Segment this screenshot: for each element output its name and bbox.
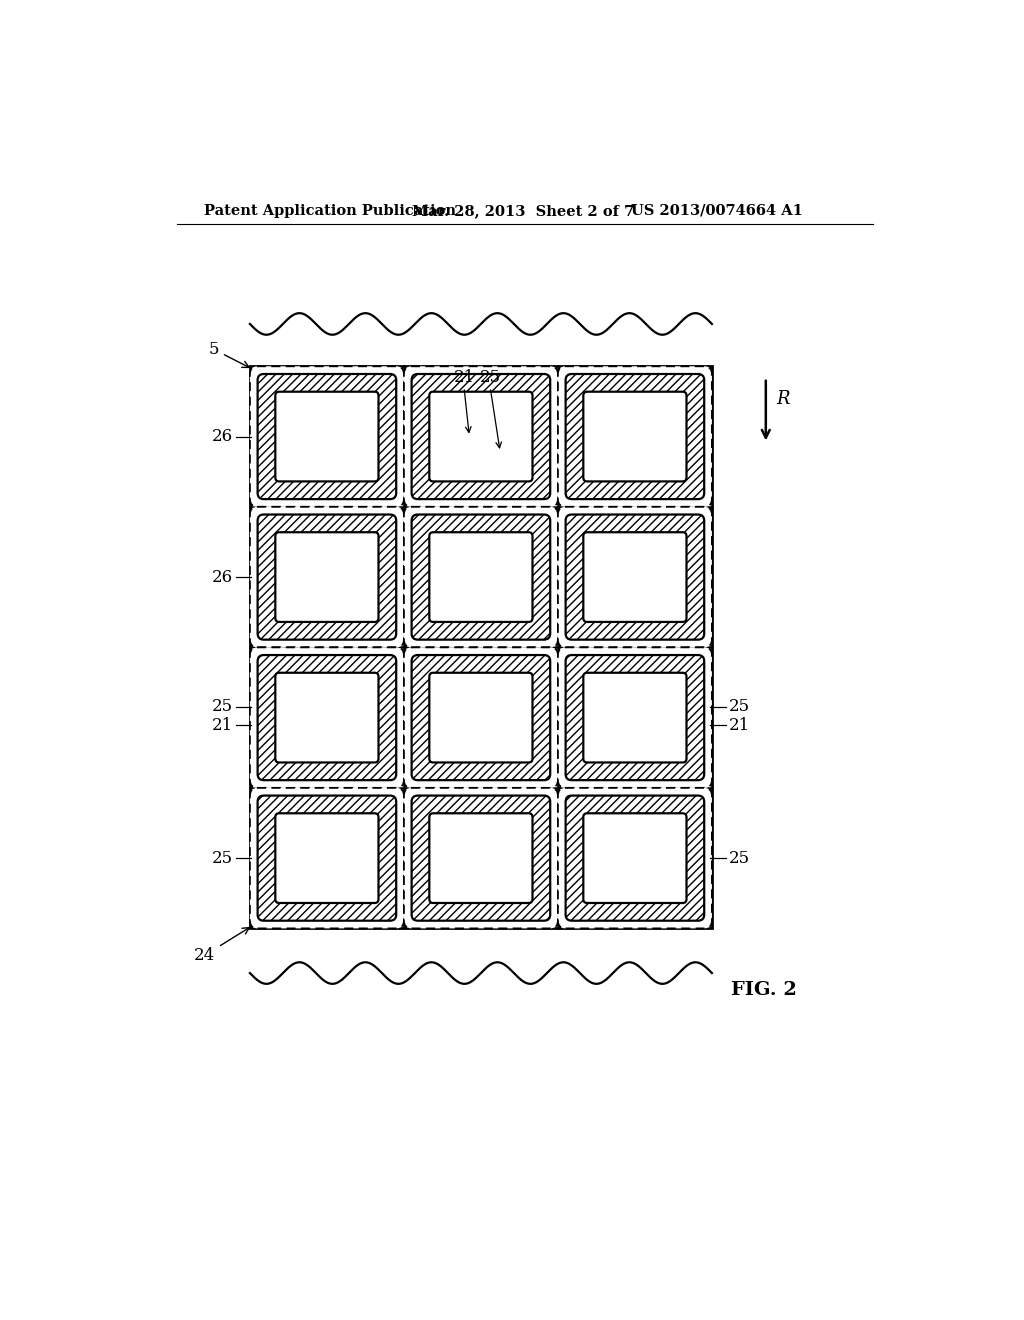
FancyBboxPatch shape <box>403 788 558 928</box>
Text: 25: 25 <box>729 850 750 867</box>
FancyBboxPatch shape <box>412 515 550 640</box>
FancyBboxPatch shape <box>565 655 705 780</box>
FancyBboxPatch shape <box>275 392 379 482</box>
FancyBboxPatch shape <box>558 788 712 928</box>
FancyBboxPatch shape <box>258 655 396 780</box>
Text: 21: 21 <box>212 717 233 734</box>
Text: US 2013/0074664 A1: US 2013/0074664 A1 <box>631 203 803 218</box>
FancyBboxPatch shape <box>250 507 403 647</box>
FancyBboxPatch shape <box>250 367 403 507</box>
FancyBboxPatch shape <box>429 673 532 763</box>
Text: 26: 26 <box>212 569 233 586</box>
FancyBboxPatch shape <box>258 374 396 499</box>
FancyBboxPatch shape <box>429 532 532 622</box>
Text: 24: 24 <box>194 928 249 964</box>
FancyBboxPatch shape <box>558 507 712 647</box>
FancyBboxPatch shape <box>565 374 705 499</box>
Text: 21: 21 <box>729 717 751 734</box>
Text: FIG. 2: FIG. 2 <box>731 981 797 999</box>
FancyBboxPatch shape <box>429 813 532 903</box>
FancyBboxPatch shape <box>258 796 396 921</box>
FancyBboxPatch shape <box>403 367 558 507</box>
FancyBboxPatch shape <box>584 673 686 763</box>
Text: 25: 25 <box>729 698 750 715</box>
Text: 25: 25 <box>479 368 501 385</box>
FancyBboxPatch shape <box>412 374 550 499</box>
FancyBboxPatch shape <box>584 392 686 482</box>
Text: 25: 25 <box>212 850 233 867</box>
FancyBboxPatch shape <box>275 673 379 763</box>
FancyBboxPatch shape <box>412 655 550 780</box>
FancyBboxPatch shape <box>250 647 403 788</box>
FancyBboxPatch shape <box>565 515 705 640</box>
FancyBboxPatch shape <box>403 507 558 647</box>
FancyBboxPatch shape <box>584 813 686 903</box>
FancyBboxPatch shape <box>412 796 550 921</box>
Bar <box>250 367 712 928</box>
Text: 5: 5 <box>209 341 249 367</box>
FancyBboxPatch shape <box>275 813 379 903</box>
Text: 21: 21 <box>454 368 474 385</box>
FancyBboxPatch shape <box>429 392 532 482</box>
Text: Patent Application Publication: Patent Application Publication <box>204 203 456 218</box>
FancyBboxPatch shape <box>275 532 379 622</box>
FancyBboxPatch shape <box>558 367 712 507</box>
FancyBboxPatch shape <box>558 647 712 788</box>
Text: Mar. 28, 2013  Sheet 2 of 7: Mar. 28, 2013 Sheet 2 of 7 <box>412 203 634 218</box>
Text: 26: 26 <box>212 428 233 445</box>
FancyBboxPatch shape <box>403 647 558 788</box>
Text: 25: 25 <box>212 698 233 715</box>
FancyBboxPatch shape <box>258 515 396 640</box>
FancyBboxPatch shape <box>584 532 686 622</box>
FancyBboxPatch shape <box>250 788 403 928</box>
Text: R: R <box>776 389 790 408</box>
FancyBboxPatch shape <box>565 796 705 921</box>
